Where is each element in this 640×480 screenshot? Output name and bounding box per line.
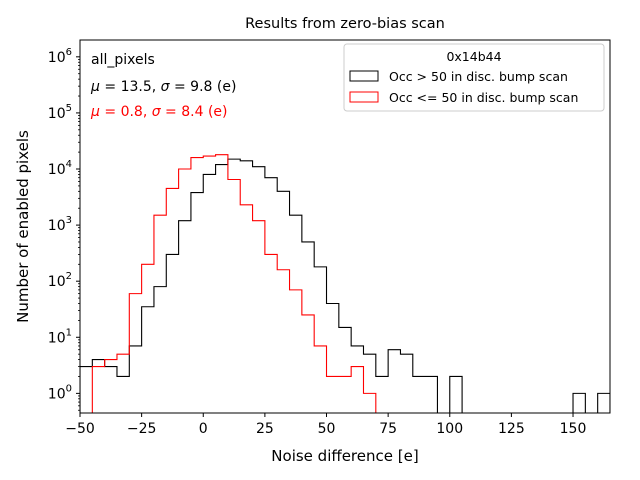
series-line-0: [80, 158, 610, 413]
bin-bar-1-22: [351, 367, 363, 413]
series-group: [80, 154, 610, 413]
y-tick-label: 106: [48, 47, 72, 66]
bin-bar-0-30: [450, 376, 462, 413]
bin-bar-0-2: [105, 367, 117, 413]
bin-bar-0-7: [166, 254, 178, 413]
bin-bar-0-3: [117, 376, 129, 413]
y-axis-label: Number of enabled pixels: [14, 130, 32, 323]
legend-entry-red: Occ <= 50 in disc. bump scan: [389, 90, 578, 105]
y-tick-label: 103: [48, 215, 72, 234]
axes-frame: [79, 39, 611, 414]
red-unit: (e): [208, 104, 228, 120]
legend-swatch-red: [349, 91, 379, 103]
x-tick-label: 25: [256, 421, 274, 437]
bin-bar-0-5: [142, 307, 154, 413]
bin-bar-0-15: [265, 178, 277, 413]
y-tick-label: 104: [48, 159, 72, 178]
bin-bar-1-1: [92, 367, 104, 413]
bin-bar-1-23: [363, 393, 375, 413]
bin-bar-0-25: [388, 350, 400, 413]
bin-bar-0-0: [80, 367, 92, 413]
x-tick-label: 150: [560, 421, 587, 437]
series-line-1: [91, 154, 377, 413]
x-tick-label: −25: [127, 421, 157, 437]
plot-area: −50 −25 0 25 50 75 100 125 150 100 101 102 103 104 105…: [48, 39, 611, 437]
stats-annotations: all_pixels μ = 13.5, σ = 9.8 (e) μ = 0.8…: [90, 52, 236, 120]
y-tick-label: 105: [48, 103, 72, 122]
legend-frame: [343, 43, 605, 112]
bin-bar-0-17: [290, 215, 302, 413]
y-tick-label: 102: [48, 271, 72, 290]
x-axis-label: Noise difference [e]: [271, 447, 418, 465]
bin-bar-1-13: [240, 205, 252, 413]
x-tick-label: 0: [199, 421, 208, 437]
bin-bar-0-6: [154, 287, 166, 413]
x-tick-label: −50: [65, 421, 95, 437]
bin-bar-0-8: [179, 221, 191, 413]
black-sigma: 9.8: [190, 79, 212, 95]
bin-bar-1-10: [203, 156, 215, 413]
bin-bar-1-2: [105, 360, 117, 413]
bin-bar-0-9: [191, 193, 203, 413]
bin-bar-0-24: [376, 376, 388, 413]
legend-entry-black: Occ > 50 in disc. bump scan: [389, 69, 568, 84]
legend-title: 0x14b44: [446, 49, 501, 64]
x-tick-label: 75: [379, 421, 397, 437]
bin-bar-0-14: [253, 167, 265, 413]
annotation-red-stats: μ = 0.8, σ = 8.4 (e): [90, 104, 228, 120]
bin-bar-1-20: [327, 376, 339, 413]
x-tick-label: 125: [498, 421, 525, 437]
bin-bar-1-6: [154, 215, 166, 413]
y-tick-label: 100: [48, 383, 72, 402]
annotation-black-stats: μ = 13.5, σ = 9.8 (e): [90, 79, 236, 95]
y-tick-label: 101: [48, 327, 72, 346]
red-sigma: 8.4: [181, 104, 203, 120]
bin-bar-1-15: [265, 254, 277, 413]
black-unit: (e): [217, 79, 237, 95]
bin-bar-0-22: [351, 346, 363, 413]
bin-bar-1-12: [228, 180, 240, 413]
bin-bar-1-14: [253, 221, 265, 413]
bin-bar-1-18: [302, 315, 314, 413]
annotation-label: all_pixels: [91, 52, 155, 68]
bin-bar-0-13: [240, 161, 252, 413]
bin-bar-1-17: [290, 290, 302, 413]
x-tick-label: 50: [318, 421, 336, 437]
x-tick-label: 100: [436, 421, 463, 437]
bin-bar-1-8: [179, 169, 191, 413]
legend: 0x14b44 Occ > 50 in disc. bump scan Occ …: [343, 43, 605, 112]
bin-bar-1-9: [191, 158, 203, 413]
bin-bar-1-5: [142, 264, 154, 413]
bin-bar-0-28: [425, 376, 437, 413]
bin-bar-0-11: [216, 165, 228, 413]
bin-bar-0-20: [327, 304, 339, 413]
bin-bar-0-42: [598, 393, 610, 413]
bin-bar-1-7: [166, 188, 178, 413]
black-mu: 13.5: [121, 79, 152, 95]
bin-bar-1-19: [314, 346, 326, 413]
bin-bar-0-16: [277, 191, 289, 413]
bin-bar-0-1: [92, 360, 104, 413]
bin-bar-0-40: [573, 393, 585, 413]
bin-bar-0-4: [129, 346, 141, 413]
bin-bar-0-26: [400, 354, 412, 413]
bin-bar-1-11: [216, 155, 228, 413]
bin-bar-1-3: [117, 354, 129, 413]
bin-bar-0-12: [228, 159, 240, 413]
bin-bar-0-18: [302, 242, 314, 413]
bin-bar-0-19: [314, 267, 326, 413]
bin-bar-1-4: [129, 294, 141, 413]
bin-bar-0-27: [413, 376, 425, 413]
bin-bar-0-10: [203, 174, 215, 413]
bin-bar-0-21: [339, 327, 351, 413]
legend-swatch-black: [349, 70, 379, 82]
bin-bar-0-23: [363, 354, 375, 413]
chart-title: Results from zero-bias scan: [245, 16, 445, 32]
red-mu: 0.8: [121, 104, 143, 120]
bin-bar-1-21: [339, 376, 351, 413]
bin-bar-1-16: [277, 270, 289, 413]
